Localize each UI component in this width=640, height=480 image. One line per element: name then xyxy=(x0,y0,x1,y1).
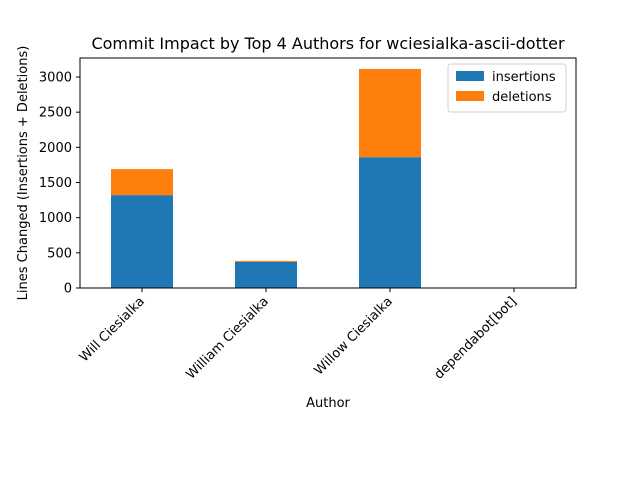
x-tick-label: Willow Ciesialka xyxy=(312,294,396,378)
y-axis: 0 500 1000 1500 2000 2500 3000 xyxy=(39,70,80,297)
y-tick-label: 1500 xyxy=(39,176,72,191)
x-tick-label: Will Ciesialka xyxy=(77,294,148,365)
bar-deletions-2 xyxy=(359,68,421,158)
legend-label-insertions: insertions xyxy=(492,70,556,85)
x-tick-label: William Ciesialka xyxy=(184,294,272,382)
bar-deletions-1 xyxy=(235,260,297,262)
legend-swatch-deletions xyxy=(456,91,484,101)
x-axis-label: Author xyxy=(306,396,350,411)
y-tick-label: 500 xyxy=(47,246,72,261)
bar-deletions-0 xyxy=(111,169,173,196)
y-axis-label: Lines Changed (Insertions + Deletions) xyxy=(16,46,31,301)
y-tick-label: 3000 xyxy=(39,70,72,85)
bar-insertions-0 xyxy=(111,195,173,288)
bar-insertions-2 xyxy=(359,157,421,288)
bar-insertions-1 xyxy=(235,261,297,288)
bars-group xyxy=(111,68,421,288)
legend: insertions deletions xyxy=(447,63,567,113)
legend-label-deletions: deletions xyxy=(492,90,552,105)
legend-swatch-insertions xyxy=(456,71,484,81)
y-tick-label: 2000 xyxy=(39,141,72,156)
x-tick-label: dependabot[bot] xyxy=(432,294,520,382)
y-tick-label: 0 xyxy=(64,282,72,297)
plot-frame xyxy=(79,57,577,289)
chart-title: Commit Impact by Top 4 Authors for wcies… xyxy=(91,34,565,53)
y-tick-label: 2500 xyxy=(39,106,72,121)
y-tick-label: 1000 xyxy=(39,211,72,226)
x-axis: Will Ciesialka William Ciesialka Willow Ci… xyxy=(77,288,520,382)
